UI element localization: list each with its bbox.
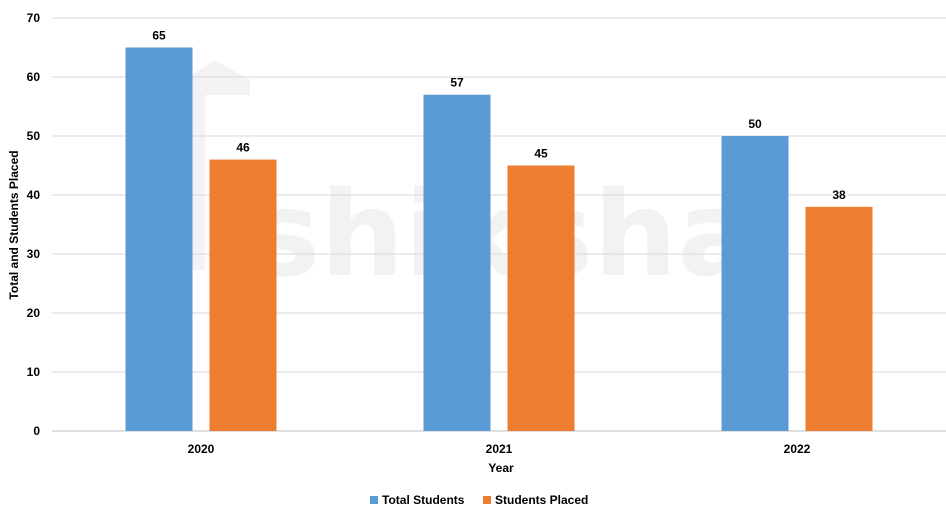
y-tick-label: 30: [27, 247, 41, 261]
bars: [125, 47, 873, 431]
watermark-text: shiksha: [250, 165, 757, 303]
legend-swatch: [370, 496, 378, 504]
y-tick-label: 20: [27, 306, 41, 320]
x-tick-label: 2020: [188, 442, 215, 456]
y-axis-title: Total and Students Placed: [7, 150, 21, 299]
x-tick-label: 2022: [784, 442, 811, 456]
bar: [721, 136, 789, 431]
gridlines: [52, 17, 946, 432]
data-label: 57: [450, 76, 464, 90]
data-label: 38: [832, 188, 846, 202]
legend-label: Students Placed: [495, 493, 588, 506]
data-label: 50: [748, 117, 762, 131]
x-tick-label: 2021: [486, 442, 513, 456]
y-tick-label: 40: [27, 188, 41, 202]
bar: [209, 159, 277, 431]
x-axis-title: Year: [488, 461, 514, 475]
y-tick-label: 50: [27, 129, 41, 143]
legend-label: Total Students: [382, 493, 465, 506]
legend-swatch: [483, 496, 491, 504]
bar: [805, 206, 873, 431]
bar: [423, 94, 491, 431]
data-label: 45: [534, 147, 548, 161]
y-axis-ticks: 0 10 20 30 40 50 60 70: [27, 11, 41, 438]
y-tick-label: 70: [27, 11, 41, 25]
y-tick-label: 0: [33, 424, 40, 438]
y-tick-label: 60: [27, 70, 41, 84]
y-tick-label: 10: [27, 365, 41, 379]
bar: [507, 165, 575, 431]
legend: Total Students Students Placed: [370, 493, 588, 507]
x-axis-ticks: 2020 2021 2022: [188, 442, 811, 456]
data-label: 65: [152, 29, 166, 43]
data-label: 46: [236, 141, 250, 155]
bar: [125, 47, 193, 431]
data-labels: 65 46 57 45 50 38: [152, 29, 846, 202]
